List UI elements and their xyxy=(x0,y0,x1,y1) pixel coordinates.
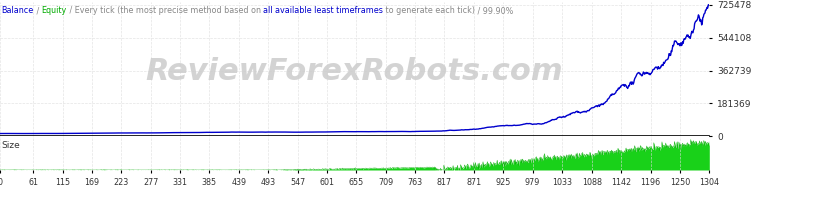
Text: / 99.90%: / 99.90% xyxy=(474,6,513,15)
Text: / Every tick (the most precise method based on: / Every tick (the most precise method ba… xyxy=(66,6,263,15)
Text: Balance: Balance xyxy=(2,6,34,15)
Text: to generate each tick): to generate each tick) xyxy=(382,6,474,15)
Text: Equity: Equity xyxy=(42,6,66,15)
Text: /: / xyxy=(34,6,42,15)
Text: all available least timeframes: all available least timeframes xyxy=(263,6,382,15)
Text: Size: Size xyxy=(2,141,20,150)
Text: ReviewForexRobots.com: ReviewForexRobots.com xyxy=(146,57,563,86)
